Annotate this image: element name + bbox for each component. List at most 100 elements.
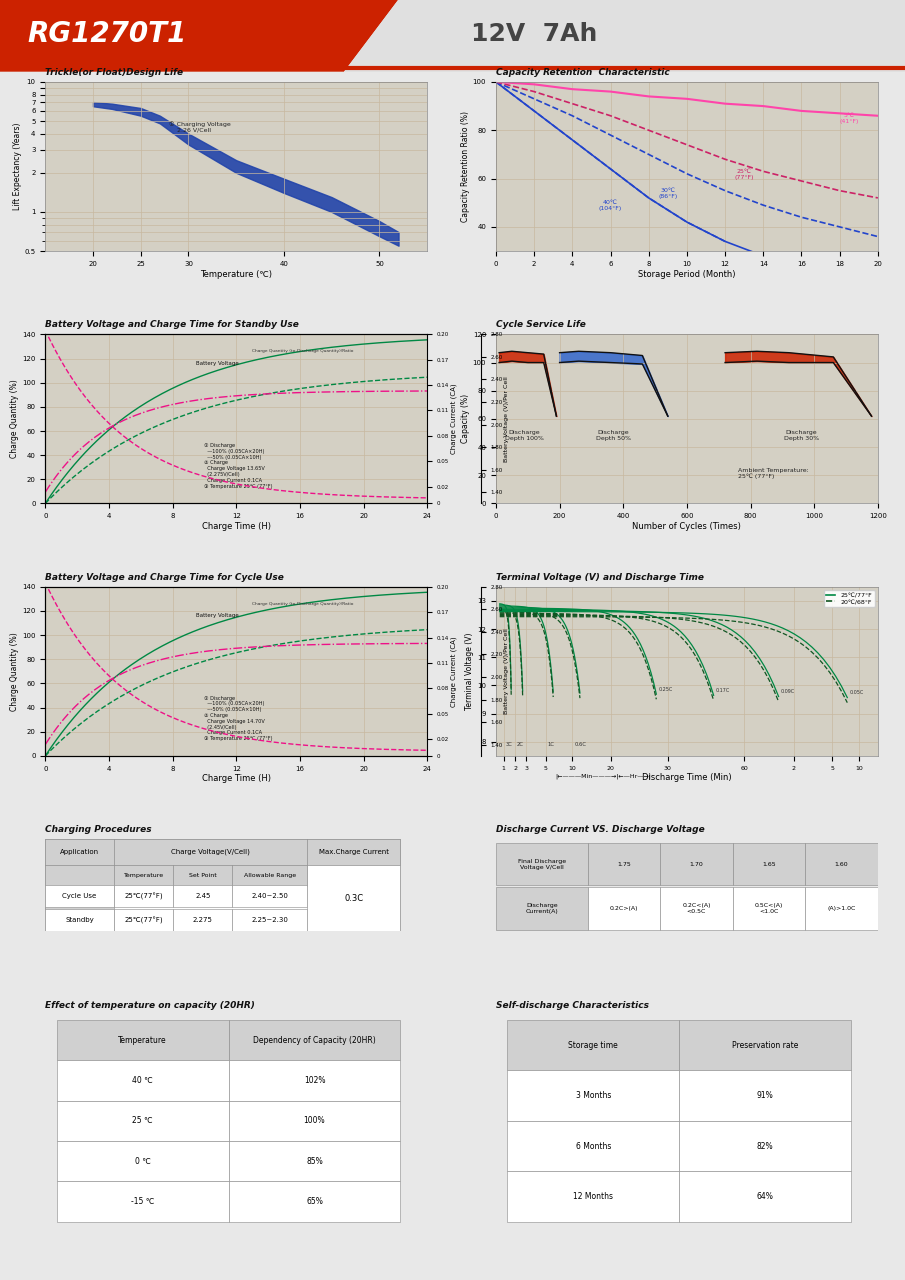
Text: 1.75: 1.75 bbox=[617, 861, 631, 867]
Bar bbox=[229, 1020, 400, 1060]
Text: 40℃
(104°F): 40℃ (104°F) bbox=[599, 200, 622, 211]
Text: 0.3C: 0.3C bbox=[344, 893, 363, 902]
Text: 0.09C: 0.09C bbox=[780, 689, 795, 694]
Y-axis label: Capacity (%): Capacity (%) bbox=[461, 394, 470, 443]
Text: Self-discharge Characteristics: Self-discharge Characteristics bbox=[496, 1001, 649, 1010]
Bar bbox=[496, 844, 587, 886]
Text: 6 Months: 6 Months bbox=[576, 1142, 611, 1151]
Bar bbox=[680, 1121, 851, 1171]
Bar bbox=[233, 886, 307, 908]
Text: Ambient Temperature:
25℃ (77°F): Ambient Temperature: 25℃ (77°F) bbox=[738, 467, 808, 479]
Text: 5℃
(41°F): 5℃ (41°F) bbox=[840, 113, 859, 124]
Text: 100%: 100% bbox=[304, 1116, 325, 1125]
Text: -15 ℃: -15 ℃ bbox=[131, 1197, 155, 1206]
Text: 1.60: 1.60 bbox=[834, 861, 848, 867]
Bar bbox=[45, 909, 114, 932]
Bar bbox=[508, 1121, 680, 1171]
Y-axis label: Charge Current (CA): Charge Current (CA) bbox=[451, 636, 457, 707]
Text: 25℃(77°F): 25℃(77°F) bbox=[124, 916, 163, 924]
Text: |←———Min———→|←—Hr—→|: |←———Min———→|←—Hr—→| bbox=[555, 774, 651, 780]
Bar bbox=[57, 1140, 229, 1181]
Text: Battery Voltage: Battery Voltage bbox=[196, 361, 239, 366]
Bar bbox=[805, 887, 878, 929]
X-axis label: Charge Time (H): Charge Time (H) bbox=[202, 774, 271, 783]
Text: Temperature: Temperature bbox=[119, 1036, 167, 1044]
Bar bbox=[173, 865, 233, 886]
Text: 0.6C: 0.6C bbox=[574, 742, 586, 748]
Text: Final Discharge
Voltage V/Cell: Final Discharge Voltage V/Cell bbox=[518, 859, 566, 869]
Text: 3C: 3C bbox=[506, 742, 512, 748]
Bar bbox=[307, 840, 400, 865]
Bar bbox=[805, 844, 878, 886]
Text: Charge Quantity (to-Discharge Quantity)/Ratio: Charge Quantity (to-Discharge Quantity)/… bbox=[252, 349, 354, 353]
Bar bbox=[587, 887, 660, 929]
Y-axis label: Lift Expectancy (Years): Lift Expectancy (Years) bbox=[13, 123, 22, 210]
Y-axis label: Battery Voltage (V)/Per Cell: Battery Voltage (V)/Per Cell bbox=[504, 376, 509, 462]
Text: 2.25~2.30: 2.25~2.30 bbox=[252, 918, 288, 923]
Y-axis label: Charge Current (CA): Charge Current (CA) bbox=[451, 384, 457, 454]
Text: (A)>1.0C: (A)>1.0C bbox=[827, 906, 856, 911]
Text: 102%: 102% bbox=[304, 1076, 325, 1085]
Text: 0.05C: 0.05C bbox=[849, 690, 863, 695]
Text: 2.45: 2.45 bbox=[195, 893, 211, 900]
Text: 2.275: 2.275 bbox=[193, 918, 213, 923]
Text: Charging Procedures: Charging Procedures bbox=[45, 826, 152, 835]
Bar bbox=[229, 1181, 400, 1222]
Text: Battery Voltage: Battery Voltage bbox=[196, 613, 239, 618]
Bar bbox=[233, 909, 307, 932]
X-axis label: Storage Period (Month): Storage Period (Month) bbox=[638, 270, 736, 279]
X-axis label: Number of Cycles (Times): Number of Cycles (Times) bbox=[633, 522, 741, 531]
Text: Effect of temperature on capacity (20HR): Effect of temperature on capacity (20HR) bbox=[45, 1001, 255, 1010]
Text: 0.2C>(A): 0.2C>(A) bbox=[610, 906, 638, 911]
Bar bbox=[733, 844, 805, 886]
Text: ① Discharge
  —100% (0.05CA×20H)
  ---50% (0.05CA×10H)
② Charge
  Charge Voltage: ① Discharge —100% (0.05CA×20H) ---50% (0… bbox=[205, 443, 273, 489]
Bar bbox=[229, 1140, 400, 1181]
Bar bbox=[508, 1070, 680, 1121]
Bar bbox=[660, 887, 733, 929]
Text: 12 Months: 12 Months bbox=[573, 1192, 614, 1201]
Y-axis label: Charge Quantity (%): Charge Quantity (%) bbox=[10, 632, 19, 710]
Text: 0.2C<(A)
<0.5C: 0.2C<(A) <0.5C bbox=[682, 902, 710, 914]
Text: 2.40~2.50: 2.40~2.50 bbox=[252, 893, 288, 900]
Text: ① Discharge
  —100% (0.05CA×20H)
  ---50% (0.05CA×10H)
② Charge
  Charge Voltage: ① Discharge —100% (0.05CA×20H) ---50% (0… bbox=[205, 695, 273, 741]
Text: RG1270T1: RG1270T1 bbox=[27, 20, 186, 49]
Polygon shape bbox=[0, 0, 398, 72]
Text: Trickle(or Float)Design Life: Trickle(or Float)Design Life bbox=[45, 68, 184, 77]
Bar bbox=[45, 865, 114, 932]
Text: Preservation rate: Preservation rate bbox=[732, 1041, 798, 1050]
Text: 12V  7Ah: 12V 7Ah bbox=[471, 23, 597, 46]
Text: 85%: 85% bbox=[306, 1157, 323, 1166]
Legend: 25℃/77°F, 20℃/68°F: 25℃/77°F, 20℃/68°F bbox=[824, 590, 875, 607]
Text: Cycle Service Life: Cycle Service Life bbox=[496, 320, 586, 329]
Text: ① Charging Voltage
    2.26 V/Cell: ① Charging Voltage 2.26 V/Cell bbox=[169, 122, 231, 133]
Bar bbox=[229, 1101, 400, 1140]
Text: 25℃(77°F): 25℃(77°F) bbox=[124, 893, 163, 900]
Bar bbox=[57, 1101, 229, 1140]
Text: 2C: 2C bbox=[517, 742, 524, 748]
Text: Allowable Range: Allowable Range bbox=[243, 873, 296, 878]
Text: Application: Application bbox=[60, 849, 100, 855]
Bar bbox=[733, 887, 805, 929]
Text: 91%: 91% bbox=[757, 1091, 774, 1100]
Bar bbox=[680, 1020, 851, 1070]
Bar bbox=[508, 1171, 680, 1222]
Text: Max.Charge Current: Max.Charge Current bbox=[319, 849, 388, 855]
Text: Cycle Use: Cycle Use bbox=[62, 893, 97, 900]
Text: 64%: 64% bbox=[757, 1192, 774, 1201]
Text: 0.5C<(A)
<1.0C: 0.5C<(A) <1.0C bbox=[755, 902, 783, 914]
Bar bbox=[114, 865, 173, 886]
Bar bbox=[57, 1181, 229, 1222]
Bar bbox=[114, 840, 307, 865]
Text: Standby: Standby bbox=[65, 918, 94, 923]
Text: 25 ℃: 25 ℃ bbox=[132, 1116, 153, 1125]
Bar bbox=[114, 909, 173, 932]
Text: Discharge
Current(A): Discharge Current(A) bbox=[526, 902, 558, 914]
Bar bbox=[496, 887, 587, 929]
Y-axis label: Charge Quantity (%): Charge Quantity (%) bbox=[10, 380, 19, 458]
Text: 0.17C: 0.17C bbox=[716, 687, 729, 692]
Text: Capacity Retention  Characteristic: Capacity Retention Characteristic bbox=[496, 68, 670, 77]
Text: 0 ℃: 0 ℃ bbox=[135, 1157, 150, 1166]
Bar bbox=[587, 844, 660, 886]
Bar bbox=[114, 886, 173, 908]
Text: Charge Voltage(V/Cell): Charge Voltage(V/Cell) bbox=[171, 849, 250, 855]
